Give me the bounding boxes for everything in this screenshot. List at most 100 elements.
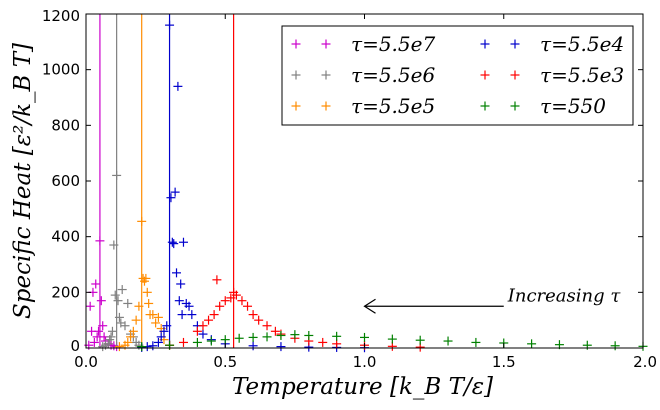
data-point — [212, 275, 222, 285]
data-point — [176, 279, 186, 289]
data-point — [254, 315, 264, 325]
data-point — [248, 310, 258, 320]
data-point — [290, 330, 300, 340]
legend-label: τ=5.5e5 — [351, 94, 435, 118]
data-point — [96, 296, 106, 306]
data-point — [112, 170, 122, 180]
legend-marker — [480, 70, 490, 80]
data-point — [215, 301, 225, 311]
data-point — [153, 312, 163, 322]
data-point — [220, 335, 230, 345]
data-point — [103, 339, 113, 349]
legend-entry: τ=5.5e5 — [291, 94, 435, 118]
legend-marker — [291, 39, 301, 49]
data-point — [173, 81, 183, 91]
x-tick-label: 0.0 — [74, 353, 98, 371]
data-point — [107, 326, 117, 336]
x-tick-label: 2.0 — [633, 353, 657, 371]
data-point — [243, 301, 253, 311]
annotation: Increasing τ — [363, 285, 621, 314]
data-point — [114, 342, 124, 352]
data-point — [117, 285, 127, 295]
legend-label: τ=5.5e6 — [351, 63, 435, 87]
y-tick-label: 1000 — [42, 61, 80, 79]
legend-entry: τ=5.5e4 — [480, 32, 624, 56]
data-point — [114, 312, 124, 322]
data-point — [131, 315, 141, 325]
data-point — [471, 337, 481, 347]
data-point — [198, 321, 208, 331]
data-point — [128, 326, 138, 336]
legend-marker — [510, 70, 520, 80]
data-point — [142, 287, 152, 297]
data-point — [106, 332, 116, 342]
data-point — [198, 329, 208, 339]
data-point — [415, 335, 425, 345]
data-point — [226, 293, 236, 303]
legend-marker — [510, 39, 520, 49]
data-point — [262, 332, 272, 342]
legend-marker — [321, 70, 331, 80]
data-point — [387, 334, 397, 344]
y-axis: 0 200 400 600 800 1000 1200 — [42, 7, 643, 355]
data-point — [89, 337, 99, 347]
data-point — [610, 341, 620, 351]
annotation-arrowhead — [363, 298, 376, 314]
y-tick-label: 400 — [51, 228, 80, 246]
y-tick-label: 1200 — [42, 7, 80, 25]
y-tick-label: 0 — [70, 337, 80, 355]
x-tick-label: 0.5 — [213, 353, 237, 371]
legend-label: τ=5.5e4 — [540, 32, 624, 56]
data-point — [162, 321, 172, 331]
data-point — [360, 332, 369, 342]
data-point — [137, 342, 147, 352]
data-point — [178, 237, 188, 247]
data-point — [159, 326, 169, 336]
data-point — [166, 193, 176, 203]
data-point — [126, 332, 136, 342]
data-point — [91, 279, 101, 289]
data-point — [178, 337, 188, 347]
data-point — [123, 337, 133, 347]
legend-box — [281, 25, 634, 126]
data-point — [276, 330, 286, 340]
legend-marker — [291, 101, 301, 111]
data-point — [123, 298, 133, 308]
x-tick-label: 1.5 — [492, 353, 516, 371]
data-point — [167, 237, 177, 247]
data-point — [148, 341, 158, 351]
data-point — [109, 240, 119, 250]
data-point — [144, 298, 154, 308]
x-tick-label: 1.0 — [353, 353, 377, 371]
data-point — [113, 296, 123, 306]
legend-entry: τ=550 — [480, 94, 606, 118]
legend-entry: τ=5.5e7 — [291, 32, 435, 56]
data-point — [137, 216, 147, 226]
data-point — [120, 321, 130, 331]
data-point — [527, 339, 537, 349]
legend: τ=5.5e7 τ=5.5e6 τ=5.5e5 τ=5.5e4 τ=5.5e3 τ=550 — [281, 25, 634, 126]
data-point — [304, 330, 314, 340]
data-point — [248, 341, 258, 351]
data-point — [156, 332, 166, 342]
legend-entry: τ=5.5e6 — [291, 63, 435, 87]
data-point — [332, 339, 342, 349]
legend-label: τ=550 — [540, 94, 606, 118]
data-point — [172, 268, 182, 278]
data-point — [262, 321, 272, 331]
series-0 — [84, 14, 122, 352]
data-point — [220, 296, 230, 306]
legend-marker — [321, 101, 331, 111]
data-point — [94, 326, 104, 336]
data-point — [204, 315, 214, 325]
data-point — [98, 321, 108, 331]
data-point — [192, 326, 202, 336]
data-point — [169, 239, 179, 249]
data-point — [148, 310, 158, 320]
data-point — [187, 310, 197, 320]
data-point — [237, 296, 247, 306]
data-point — [174, 296, 184, 306]
data-point — [231, 290, 241, 300]
data-point — [170, 187, 180, 197]
